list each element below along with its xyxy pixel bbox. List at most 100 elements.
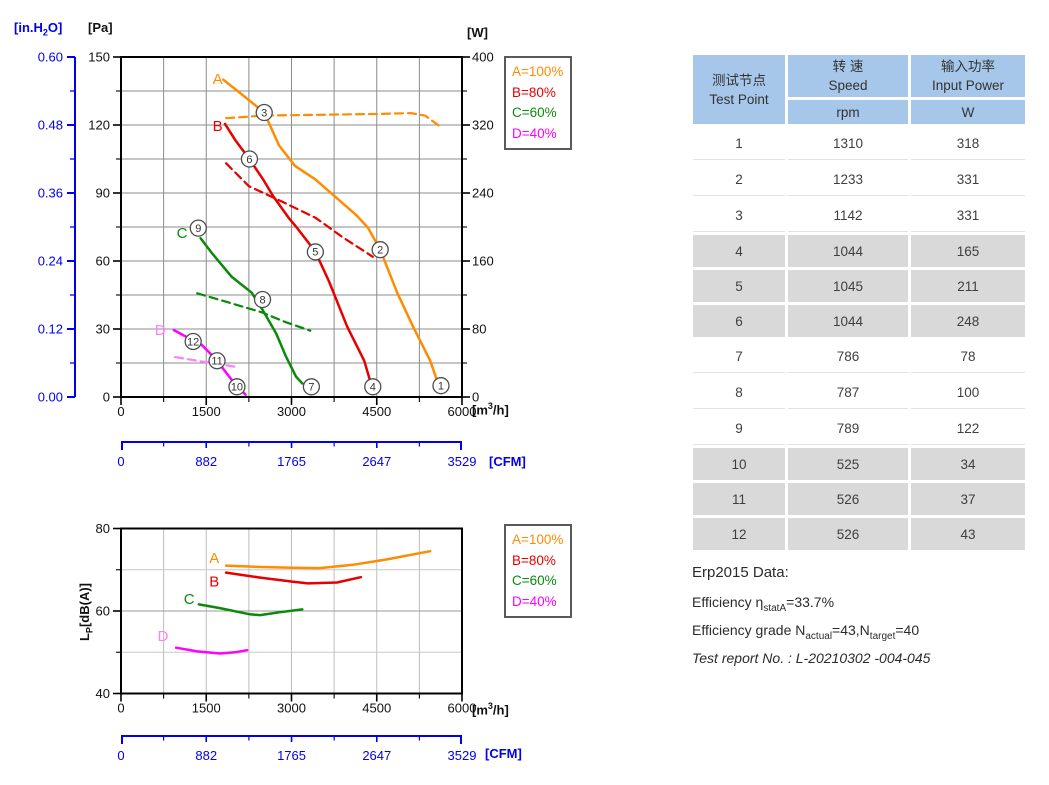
table-cell: 122 bbox=[911, 412, 1025, 445]
noise-flow-chart: 0 1500 3000 4500 6000 40 60 80 0 882 1765 2647 3529 A… bbox=[96, 521, 477, 763]
table-row: 4 1044 165 bbox=[693, 235, 1025, 267]
table-cell: 318 bbox=[911, 127, 1025, 160]
col-header-speed: 转 速 Speed bbox=[788, 55, 908, 97]
svg-text:6: 6 bbox=[246, 154, 252, 166]
cfm-axis-title-top: [CFM] bbox=[489, 454, 526, 469]
col-header-speed-en: Speed bbox=[828, 78, 868, 93]
table-row: 3 1142 331 bbox=[693, 199, 1025, 232]
svg-text:3000: 3000 bbox=[277, 701, 306, 716]
curve-A-noise bbox=[224, 549, 432, 570]
svg-text:0.48: 0.48 bbox=[38, 118, 63, 133]
svg-text:3000: 3000 bbox=[277, 404, 306, 419]
svg-text:90: 90 bbox=[96, 186, 110, 201]
table-cell: 526 bbox=[788, 518, 908, 550]
curve-label-A: A bbox=[209, 550, 219, 567]
table-cell: 1233 bbox=[788, 163, 908, 196]
svg-text:60: 60 bbox=[96, 604, 110, 619]
table-row: 6 1044 248 bbox=[693, 305, 1025, 337]
test-point-3 bbox=[255, 103, 273, 122]
legend-item-c: C=60% bbox=[512, 105, 557, 120]
plot-grid bbox=[121, 57, 462, 397]
table-cell: 100 bbox=[911, 376, 1025, 409]
table-row: 8 787 100 bbox=[693, 376, 1025, 409]
table-cell: 331 bbox=[911, 163, 1025, 196]
svg-text:6000: 6000 bbox=[448, 404, 477, 419]
curve-label-A: A bbox=[213, 71, 223, 88]
table-cell: 8 bbox=[693, 376, 785, 409]
legend-item-d: D=40% bbox=[512, 125, 557, 141]
table-cell: 2 bbox=[693, 163, 785, 196]
table-row: 2 1233 331 bbox=[693, 163, 1025, 196]
erp-efficiency-grade: Efficiency grade Nactual=43,Ntarget=40 bbox=[692, 622, 920, 642]
svg-text:11: 11 bbox=[211, 356, 222, 368]
y-axis-pa: 0 30 60 90 120 150 bbox=[88, 50, 120, 405]
table-cell: 165 bbox=[911, 235, 1025, 267]
svg-text:120: 120 bbox=[88, 118, 110, 133]
svg-text:1765: 1765 bbox=[277, 748, 306, 763]
legend-bottom: A=100% B=80% C=60% D=40% bbox=[504, 524, 572, 618]
m3h-axis-title-bottom: [m3/h] bbox=[472, 701, 509, 718]
svg-text:0.00: 0.00 bbox=[38, 390, 63, 405]
x-axis-cfm: 0 882 1765 2647 3529 bbox=[117, 441, 476, 469]
test-point-12 bbox=[184, 332, 202, 351]
svg-text:3: 3 bbox=[261, 107, 267, 119]
curve-label-B: B bbox=[209, 574, 219, 591]
col-header-test-point: 测试节点 Test Point bbox=[693, 55, 785, 124]
table-cell: 525 bbox=[788, 448, 908, 480]
curve-B-noise bbox=[224, 571, 363, 585]
table-cell: 789 bbox=[788, 412, 908, 445]
y-axis-w: 0 80 160 240 320 400 bbox=[463, 50, 494, 405]
pressure-flow-chart: 0 1500 3000 4500 600003060901201500801602403… bbox=[38, 50, 494, 470]
svg-text:0: 0 bbox=[117, 748, 124, 763]
table-cell: 34 bbox=[911, 448, 1025, 480]
svg-text:2: 2 bbox=[377, 244, 383, 256]
plot-border bbox=[120, 527, 463, 695]
curve-labels: A B C D bbox=[155, 71, 223, 339]
test-point-7 bbox=[302, 378, 321, 396]
table-row: 10 525 34 bbox=[693, 448, 1025, 480]
legend-item-c: C=60% bbox=[512, 573, 557, 588]
table-cell: 12 bbox=[693, 518, 785, 550]
test-point-table: 测试节点 Test Point 转 速 Speed 输入功率 Input Pow… bbox=[690, 52, 1028, 553]
table-cell: 526 bbox=[788, 483, 908, 515]
col-header-test-point-en: Test Point bbox=[709, 91, 769, 107]
svg-text:4500: 4500 bbox=[362, 701, 391, 716]
svg-text:320: 320 bbox=[472, 118, 494, 133]
test-point-5 bbox=[306, 243, 325, 261]
erp-efficiency: Efficiency ηstatA=33.7% bbox=[692, 594, 835, 614]
table-cell: 1045 bbox=[788, 270, 908, 302]
table-row: 11 526 37 bbox=[693, 483, 1025, 515]
table-cell: 248 bbox=[911, 305, 1025, 337]
svg-text:882: 882 bbox=[195, 748, 217, 763]
svg-text:150: 150 bbox=[88, 50, 110, 65]
y-axis-inh2o: 0.00 0.12 0.24 0.36 0.48 0.60 bbox=[38, 50, 76, 405]
svg-text:2647: 2647 bbox=[362, 748, 391, 763]
col-header-input-power-en: Input Power bbox=[931, 78, 1005, 93]
test-point-10 bbox=[228, 378, 246, 396]
svg-text:12: 12 bbox=[187, 336, 199, 348]
table-cell: 1 bbox=[693, 127, 785, 160]
svg-text:0.60: 0.60 bbox=[38, 50, 63, 65]
table-cell: 1142 bbox=[788, 199, 908, 232]
svg-text:0: 0 bbox=[472, 390, 479, 405]
plot-border bbox=[120, 56, 463, 398]
legend-item-b: B=80% bbox=[512, 552, 556, 568]
table-row: 7 786 78 bbox=[693, 340, 1025, 373]
table-cell: 1310 bbox=[788, 127, 908, 160]
curve-label-D: D bbox=[158, 628, 169, 645]
svg-text:0.12: 0.12 bbox=[38, 322, 63, 337]
svg-text:0: 0 bbox=[117, 701, 124, 716]
table-cell: 1044 bbox=[788, 235, 908, 267]
table-cell: 786 bbox=[788, 340, 908, 373]
col-header-input-power: 输入功率 Input Power bbox=[911, 55, 1025, 97]
svg-text:6000: 6000 bbox=[448, 701, 477, 716]
table-cell: 211 bbox=[911, 270, 1025, 302]
svg-text:3529: 3529 bbox=[448, 748, 477, 763]
svg-text:0.36: 0.36 bbox=[38, 186, 63, 201]
svg-text:8: 8 bbox=[259, 294, 265, 306]
legend-item-b: B=80% bbox=[512, 84, 556, 100]
svg-text:882: 882 bbox=[195, 454, 217, 469]
svg-text:1500: 1500 bbox=[192, 404, 221, 419]
test-point-8 bbox=[253, 290, 272, 309]
